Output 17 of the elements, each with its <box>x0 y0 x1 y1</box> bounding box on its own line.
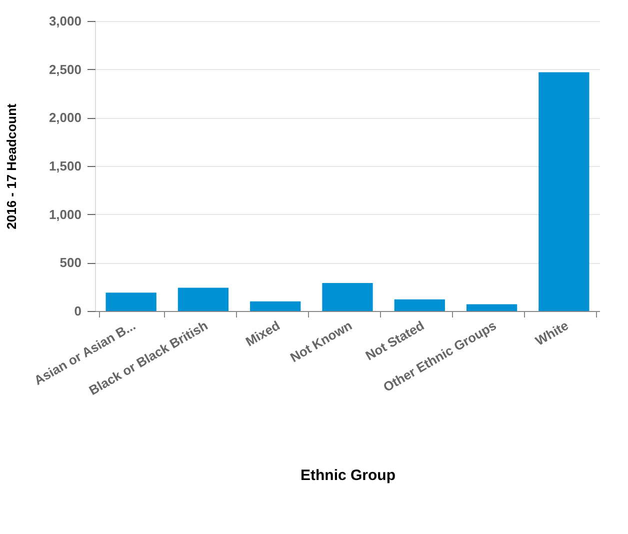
bar <box>394 299 445 311</box>
bar <box>322 282 373 311</box>
y-tick-label: 500 <box>60 255 82 270</box>
x-axis-title: Ethnic Group <box>300 466 396 484</box>
y-tick-label: 0 <box>74 304 82 318</box>
y-tick-label: 3,000 <box>48 14 82 28</box>
bar <box>466 304 518 311</box>
bar <box>250 301 301 311</box>
y-axis-title: 2016 - 17 Headcount <box>4 102 19 230</box>
y-tick-label: 1,000 <box>48 206 82 222</box>
bar <box>106 292 156 311</box>
bar <box>538 72 590 311</box>
y-tick-label: 2,500 <box>48 62 82 77</box>
x-tick-label: White <box>532 318 571 348</box>
y-tick-label: 1,500 <box>48 158 82 174</box>
bar <box>178 288 229 311</box>
y-tick-label: 2,000 <box>48 110 82 126</box>
